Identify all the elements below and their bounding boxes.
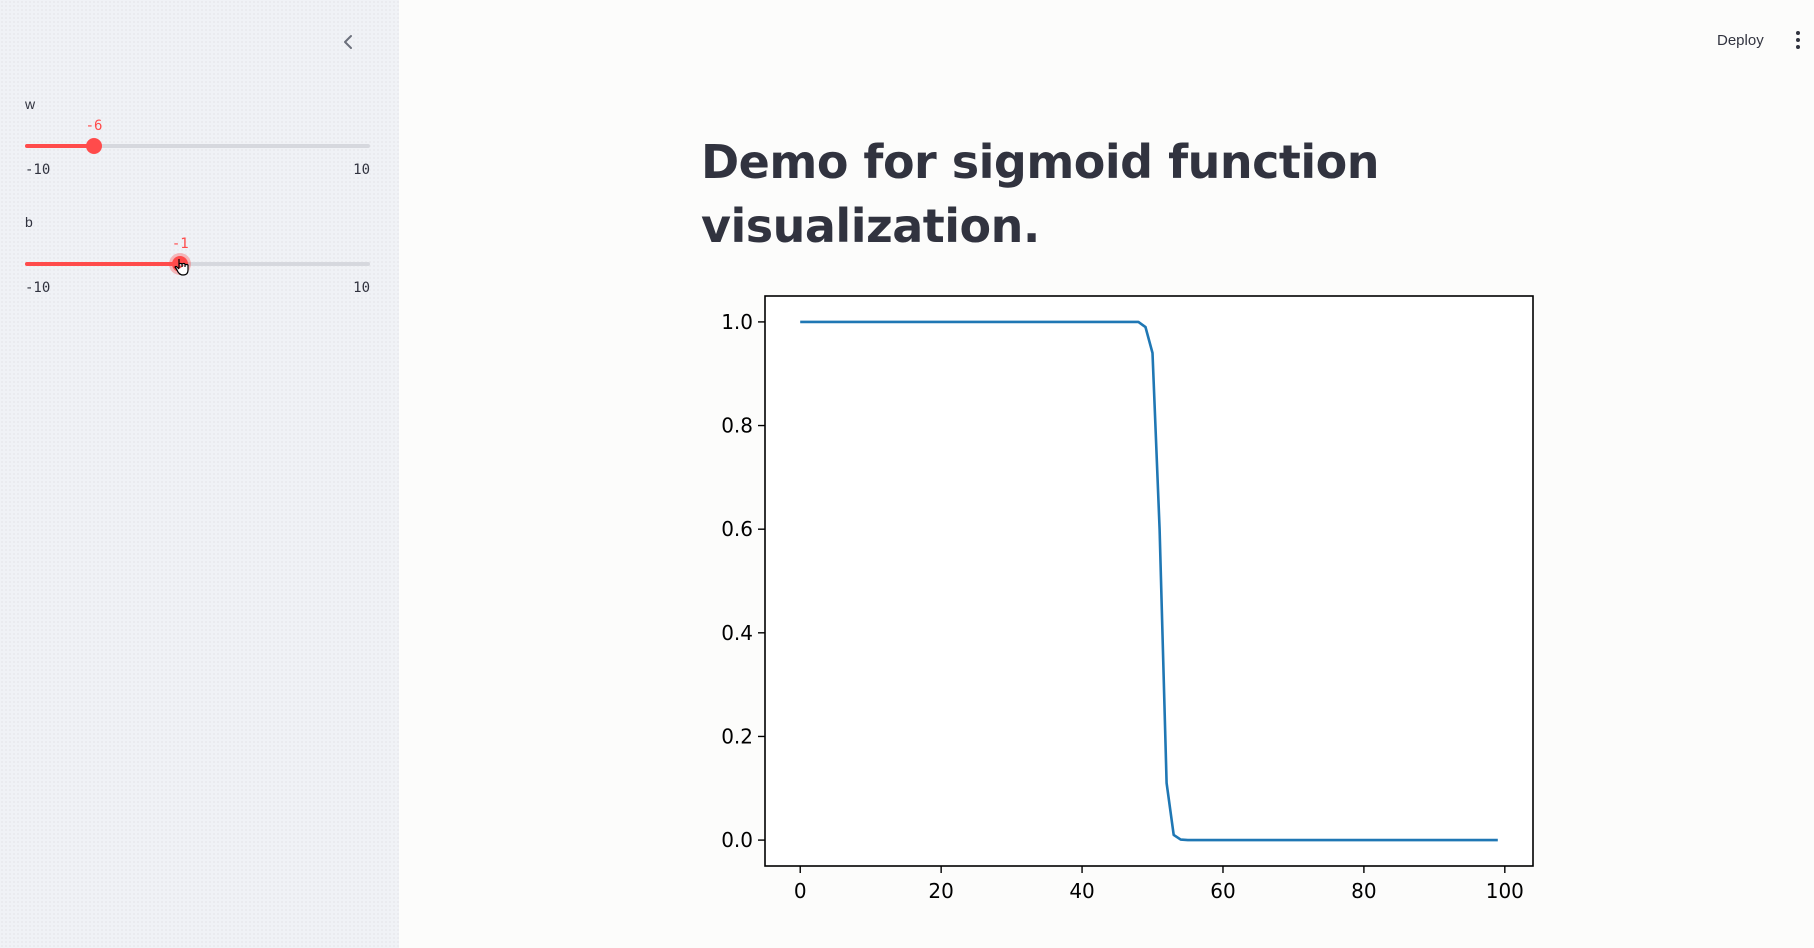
slider-value: -6 <box>85 118 103 134</box>
slider-value: -1 <box>171 236 189 252</box>
page-title: Demo for sigmoid function visualization. <box>701 135 1379 253</box>
main-menu-button[interactable] <box>1790 28 1806 52</box>
x-tick-label: 80 <box>1351 879 1376 903</box>
b-slider: b -1 -10 10 <box>25 214 370 314</box>
slider-track[interactable] <box>25 138 370 154</box>
collapse-sidebar-button[interactable] <box>336 28 360 56</box>
vertical-dots-icon <box>1796 31 1800 35</box>
vertical-dots-icon <box>1796 38 1800 42</box>
x-tick-label: 60 <box>1210 879 1235 903</box>
slider-thumb[interactable] <box>86 138 102 154</box>
vertical-dots-icon <box>1796 45 1800 49</box>
y-tick-label: 0.0 <box>721 828 753 852</box>
slider-max-label: 10 <box>353 280 370 296</box>
x-tick-label: 100 <box>1486 879 1524 903</box>
y-tick-label: 0.4 <box>721 621 753 645</box>
hand-cursor-icon <box>174 259 189 276</box>
plot-area <box>764 295 1534 867</box>
slider-min-label: -10 <box>25 280 51 296</box>
series-line <box>800 320 1498 842</box>
x-tick-label: 20 <box>928 879 953 903</box>
deploy-button[interactable]: Deploy <box>1705 26 1776 55</box>
chevron-left-icon <box>344 35 352 49</box>
slider-thumb[interactable] <box>169 253 192 276</box>
sidebar: w -6 -10 10 b -1 -10 10 <box>0 0 399 948</box>
sigmoid-chart: 0 20 40 60 80 100 0.0 0.2 0.4 0.6 0.8 1.0 <box>690 280 1550 920</box>
y-tick-label: 0.2 <box>721 724 753 748</box>
slider-track[interactable] <box>25 253 370 276</box>
chart-svg: 0 20 40 60 80 100 0.0 0.2 0.4 0.6 0.8 1.0 <box>721 295 1534 903</box>
slider-label: w <box>25 96 36 112</box>
y-tick-label: 0.6 <box>721 517 753 541</box>
y-tick-label: 0.8 <box>721 414 753 438</box>
slider-fill <box>25 144 94 148</box>
x-tick-label: 0 <box>794 879 807 903</box>
slider-label: b <box>25 214 33 230</box>
slider-fill <box>25 262 181 266</box>
slider-max-label: 10 <box>353 162 370 178</box>
w-slider: w -6 -10 10 <box>25 96 370 196</box>
x-tick-label: 40 <box>1069 879 1094 903</box>
slider-min-label: -10 <box>25 162 51 178</box>
y-tick-label: 1.0 <box>721 310 753 334</box>
